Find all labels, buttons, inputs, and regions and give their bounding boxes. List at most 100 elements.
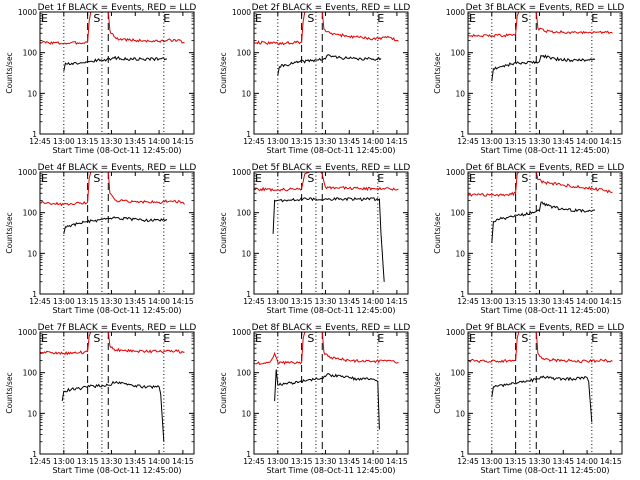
- x-tick-label: 13:30: [529, 137, 551, 146]
- y-tick-label: 100: [23, 369, 38, 378]
- x-tick-label: 14:00: [362, 297, 384, 306]
- event-marker-label: E: [163, 172, 170, 185]
- x-tick-label: 13:15: [291, 137, 313, 146]
- x-tick-label: 13:15: [291, 297, 313, 306]
- event-marker-label: E: [591, 172, 598, 185]
- event-marker-label: S: [521, 12, 528, 25]
- y-tick-label: 10: [241, 409, 251, 418]
- y-axis-label: Counts/sec: [433, 52, 442, 93]
- event-marker-label: S: [93, 332, 100, 345]
- x-tick-label: 13:00: [53, 137, 75, 146]
- event-marker-label: S: [307, 332, 314, 345]
- y-tick-label: 1000: [232, 328, 251, 337]
- x-tick-label: 13:15: [77, 297, 99, 306]
- x-tick-label: 13:15: [77, 457, 99, 466]
- event-marker-label: E: [163, 12, 170, 25]
- y-tick-label: 1: [460, 130, 465, 139]
- y-tick-label: 100: [237, 209, 252, 218]
- lld-series-line: [468, 332, 613, 364]
- y-tick-label: 1000: [18, 8, 37, 17]
- event-marker-label: E: [469, 332, 476, 345]
- event-marker-label: S: [307, 12, 314, 25]
- x-tick-label: 13:00: [53, 457, 75, 466]
- y-tick-label: 10: [455, 89, 465, 98]
- y-tick-label: 1: [460, 290, 465, 299]
- y-axis-label: Counts/sec: [5, 52, 14, 93]
- plot-frame: [467, 11, 623, 135]
- plot-frame: [253, 331, 409, 455]
- x-tick-label: 13:00: [481, 297, 503, 306]
- x-tick-label: 13:30: [315, 297, 337, 306]
- plot-frame: [253, 11, 409, 135]
- y-tick-label: 10: [241, 89, 251, 98]
- event-marker-label: E: [41, 172, 48, 185]
- x-axis-label: Start Time (08-Oct-11 12:45:00): [266, 466, 395, 475]
- y-tick-label: 100: [237, 369, 252, 378]
- plot-area: [254, 12, 399, 76]
- x-axis-label: Start Time (08-Oct-11 12:45:00): [266, 146, 395, 155]
- event-marker-label: S: [93, 172, 100, 185]
- event-marker-label: E: [41, 12, 48, 25]
- detector-panel: Det 4f BLACK = Events, RED = LLD 12:45 13:…: [5, 163, 196, 315]
- x-axis-label: Start Time (08-Oct-11 12:45:00): [52, 146, 181, 155]
- x-tick-label: 14:00: [362, 137, 384, 146]
- y-axis-label: Counts/sec: [219, 212, 228, 253]
- event-marker-label: E: [255, 172, 262, 185]
- y-tick-label: 1: [32, 290, 37, 299]
- x-tick-label: 12:45: [457, 137, 479, 146]
- x-tick-label: 14:15: [600, 457, 622, 466]
- plot-area: [40, 12, 185, 72]
- events-series-line: [63, 55, 167, 72]
- x-tick-label: 12:45: [457, 297, 479, 306]
- x-tick-label: 12:45: [29, 297, 51, 306]
- x-tick-label: 14:00: [148, 137, 170, 146]
- lld-series-line: [254, 332, 399, 366]
- x-tick-label: 13:15: [291, 457, 313, 466]
- event-marker-label: E: [377, 12, 384, 25]
- y-tick-label: 10: [455, 409, 465, 418]
- event-marker-label: E: [41, 332, 48, 345]
- lld-series-line: [254, 12, 399, 46]
- x-tick-label: 14:00: [362, 457, 384, 466]
- x-tick-label: 14:00: [576, 137, 598, 146]
- events-series-line: [63, 216, 168, 235]
- panel-title: Det 2f BLACK = Events, RED = LLD: [252, 3, 411, 13]
- y-axis-label: Counts/sec: [5, 212, 14, 253]
- events-series-line: [491, 201, 596, 244]
- x-tick-label: 13:45: [338, 137, 360, 146]
- y-tick-label: 100: [451, 369, 466, 378]
- x-tick-label: 14:00: [576, 297, 598, 306]
- x-tick-label: 14:15: [386, 137, 408, 146]
- panel-title: Det 4f BLACK = Events, RED = LLD: [38, 163, 197, 173]
- x-tick-label: 12:45: [243, 457, 265, 466]
- plot-area: [468, 12, 613, 82]
- x-tick-label: 13:00: [481, 457, 503, 466]
- panel-title: Det 8f BLACK = Events, RED = LLD: [252, 323, 411, 333]
- y-tick-label: 1000: [18, 168, 37, 177]
- event-marker-label: S: [521, 172, 528, 185]
- y-tick-label: 10: [241, 249, 251, 258]
- event-marker-label: S: [307, 172, 314, 185]
- x-tick-label: 12:45: [29, 137, 51, 146]
- lld-series-line: [468, 12, 613, 38]
- y-tick-label: 1000: [446, 328, 465, 337]
- y-tick-label: 100: [23, 209, 38, 218]
- plot-frame: [39, 171, 195, 295]
- x-tick-label: 13:00: [267, 457, 289, 466]
- y-tick-label: 1: [246, 130, 251, 139]
- y-axis-label: Counts/sec: [433, 372, 442, 413]
- plot-area: [40, 172, 185, 235]
- y-tick-label: 1: [246, 290, 251, 299]
- x-tick-label: 13:00: [267, 297, 289, 306]
- x-tick-label: 12:45: [29, 457, 51, 466]
- y-tick-label: 1: [32, 130, 37, 139]
- events-series-line: [491, 375, 593, 423]
- x-tick-label: 13:30: [101, 457, 123, 466]
- y-tick-label: 100: [451, 209, 466, 218]
- panel-title: Det 7f BLACK = Events, RED = LLD: [38, 323, 197, 333]
